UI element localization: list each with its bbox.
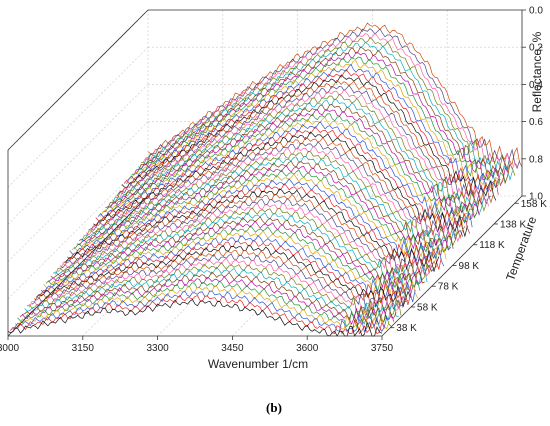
series-line-28 — [74, 169, 449, 260]
chart-series-group — [7, 22, 523, 337]
series-line-57 — [143, 32, 518, 174]
x-tick-label-5: 3750 — [371, 343, 394, 354]
z-axis-line — [381, 195, 523, 337]
grid-line-left-3 — [7, 121, 149, 262]
z-tick-label-6: 158 K — [521, 199, 547, 210]
top-left-edge — [7, 9, 149, 151]
series-line-43 — [109, 98, 485, 216]
series-line-16 — [45, 225, 421, 297]
grid-line-left-2 — [7, 84, 149, 225]
series-line-17 — [48, 220, 423, 293]
series-line-15 — [43, 230, 418, 299]
series-line-3 — [14, 285, 390, 330]
series-line-56 — [140, 37, 516, 177]
z-tick-label-0: 38 K — [396, 323, 417, 334]
series-line-48 — [121, 74, 497, 201]
series-line-50 — [126, 63, 501, 193]
series-line-20 — [55, 207, 430, 281]
series-line-38 — [97, 121, 473, 229]
series-line-11 — [33, 249, 409, 310]
series-line-18 — [50, 216, 425, 288]
y-tick-label-1: 0.2 — [529, 43, 543, 54]
series-line-26 — [69, 178, 445, 267]
grid-line-floor-1 — [82, 195, 224, 337]
z-tick-label-3: 98 K — [459, 261, 480, 272]
series-line-31 — [81, 156, 456, 250]
series-line-14 — [40, 235, 416, 303]
series-line-27 — [71, 173, 447, 263]
series-line-52 — [131, 56, 506, 188]
series-line-13 — [38, 239, 414, 305]
series-line-29 — [76, 164, 452, 256]
series-line-54 — [135, 46, 511, 185]
series-line-34 — [88, 141, 464, 242]
series-line-7 — [24, 266, 399, 321]
series-line-33 — [86, 146, 461, 245]
series-line-10 — [31, 253, 407, 313]
series-line-19 — [52, 212, 428, 284]
series-line-5 — [19, 276, 395, 326]
series-line-0 — [7, 298, 383, 337]
series-line-2 — [12, 290, 388, 333]
series-line-41 — [105, 108, 480, 221]
grid-line-floor-4 — [306, 195, 448, 337]
series-line-9 — [29, 257, 404, 316]
y-tick-label-4: 0.8 — [529, 154, 543, 165]
series-line-40 — [102, 113, 478, 223]
z-tick-label-4: 118 K — [479, 240, 505, 251]
series-line-8 — [26, 262, 402, 319]
z-tick-label-2: 78 K — [438, 282, 459, 293]
x-tick-label-4: 3600 — [296, 343, 319, 354]
series-line-59 — [147, 22, 523, 167]
y-tick-label-5: 1.0 — [529, 192, 543, 203]
panel-label: (b) — [266, 400, 282, 415]
series-line-25 — [67, 183, 442, 270]
series-line-42 — [107, 104, 483, 219]
series-line-45 — [114, 89, 490, 210]
bottom-left-edge — [7, 195, 149, 337]
x-tick-label-1: 3150 — [72, 343, 95, 354]
chart-axes: 3000 3150 3300 3450 3600 3750 0.0 0.2 0.4 0.6 0.8 1… — [0, 6, 547, 355]
x-tick-label-3: 3450 — [221, 343, 244, 354]
series-line-21 — [57, 202, 433, 279]
series-line-51 — [128, 60, 504, 190]
x-tick-label-2: 3300 — [146, 343, 169, 354]
series-line-49 — [124, 68, 499, 196]
series-line-24 — [64, 188, 440, 272]
series-line-30 — [79, 160, 454, 253]
x-axis-title: Wavenumber 1/cm — [208, 357, 308, 371]
grid-line-floor-2 — [157, 195, 298, 337]
series-line-39 — [100, 116, 475, 227]
z-tick-label-1: 58 K — [417, 302, 438, 313]
z-tick-label-5: 138 K — [500, 220, 526, 231]
series-line-53 — [133, 52, 509, 187]
series-line-12 — [36, 245, 411, 309]
series-line-32 — [83, 150, 459, 247]
y-tick-label-2: 0.4 — [529, 80, 543, 91]
y-tick-label-0: 0.0 — [529, 6, 543, 17]
y-tick-label-3: 0.6 — [529, 117, 543, 128]
series-line-23 — [62, 193, 437, 275]
grid-line-left-4 — [7, 158, 149, 300]
grid-line-left-1 — [7, 46, 149, 188]
y-axis-title: Reflectance, % — [530, 31, 544, 112]
series-line-1 — [10, 294, 385, 335]
x-tick-label-0: 3000 — [0, 343, 20, 354]
